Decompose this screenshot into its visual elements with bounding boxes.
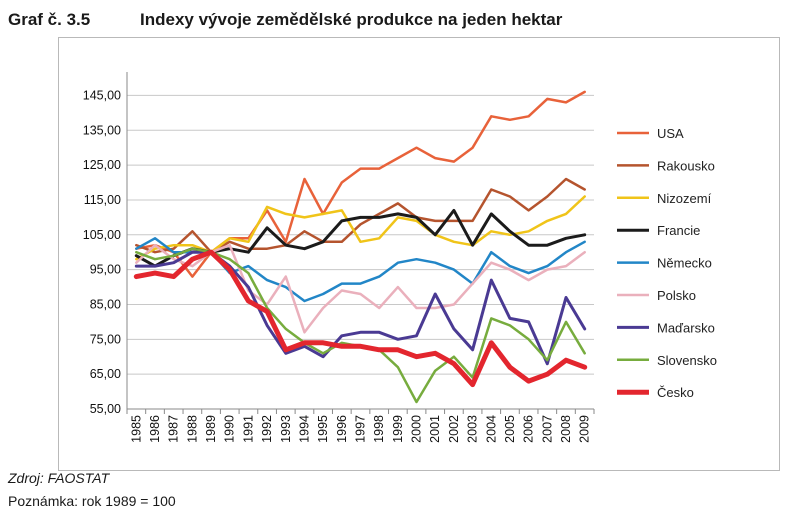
series-line-slovensko (135, 247, 586, 404)
legend-label-nizozemi: Nizozemí (657, 191, 712, 206)
x-tick-label: 2005 (503, 415, 517, 443)
legend-label-nemecko: Německo (657, 256, 712, 271)
x-tick-label: 1995 (316, 415, 330, 443)
y-tick-label: 125,00 (83, 158, 121, 172)
x-tick-label: 1987 (167, 415, 181, 443)
x-tick-label: 1992 (260, 415, 274, 443)
x-tick-label: 2000 (410, 415, 424, 443)
x-tick-label: 1991 (241, 415, 255, 443)
graf-number: Graf č. 3.5 (8, 10, 91, 29)
legend-label-cesko: Česko (657, 385, 694, 400)
legend-label-rakousko: Rakousko (657, 158, 715, 173)
footnote: Poznámka: rok 1989 = 100 (8, 493, 176, 509)
x-tick-label: 1999 (391, 415, 405, 443)
y-tick-label: 145,00 (83, 88, 121, 102)
chart-header: Graf č. 3.5 Indexy vývoje zemědělské pro… (8, 6, 788, 36)
y-tick-label: 135,00 (83, 123, 121, 137)
legend-label-slovensko: Slovensko (657, 353, 717, 368)
y-tick-label: 55,00 (90, 402, 121, 416)
x-tick-label: 1997 (354, 415, 368, 443)
x-tick-label: 1986 (148, 415, 162, 443)
x-tick-label: 1994 (297, 415, 311, 443)
x-tick-label: 1989 (204, 415, 218, 443)
x-tick-label: 1985 (129, 415, 143, 443)
x-tick-label: 1990 (223, 415, 237, 443)
y-tick-label: 75,00 (90, 332, 121, 346)
x-tick-label: 2008 (559, 415, 573, 443)
x-tick-label: 1993 (279, 415, 293, 443)
legend-label-francie: Francie (657, 223, 700, 238)
x-tick-label: 2007 (540, 415, 554, 443)
y-tick-label: 85,00 (90, 297, 121, 311)
source-note: Zdroj: FAOSTAT (8, 470, 110, 486)
x-tick-label: 2001 (428, 415, 442, 443)
y-tick-label: 115,00 (84, 193, 121, 207)
y-tick-label: 65,00 (90, 367, 121, 381)
x-tick-label: 2006 (522, 415, 536, 443)
x-tick-label: 1998 (372, 415, 386, 443)
y-tick-label: 95,00 (90, 263, 121, 277)
y-tick-label: 105,00 (83, 228, 121, 242)
x-tick-label: 2003 (466, 415, 480, 443)
x-tick-label: 1988 (185, 415, 199, 443)
x-tick-label: 2004 (484, 415, 498, 443)
x-tick-label: 1996 (335, 415, 349, 443)
series-line-cesko (133, 249, 588, 388)
x-tick-label: 2009 (578, 415, 592, 443)
legend-label-usa: USA (657, 126, 684, 141)
chart-title: Indexy vývoje zemědělské produkce na jed… (140, 10, 563, 29)
chart-frame: 55,00 65,00 75,00 85,00 95,00 105,00 115,00 125… (58, 37, 780, 471)
legend-label-polsko: Polsko (657, 288, 696, 303)
x-tick-label: 2002 (447, 415, 461, 443)
line-chart: 55,00 65,00 75,00 85,00 95,00 105,00 115,00 125… (83, 72, 717, 443)
legend-label-madarsko: Maďarsko (657, 320, 715, 335)
